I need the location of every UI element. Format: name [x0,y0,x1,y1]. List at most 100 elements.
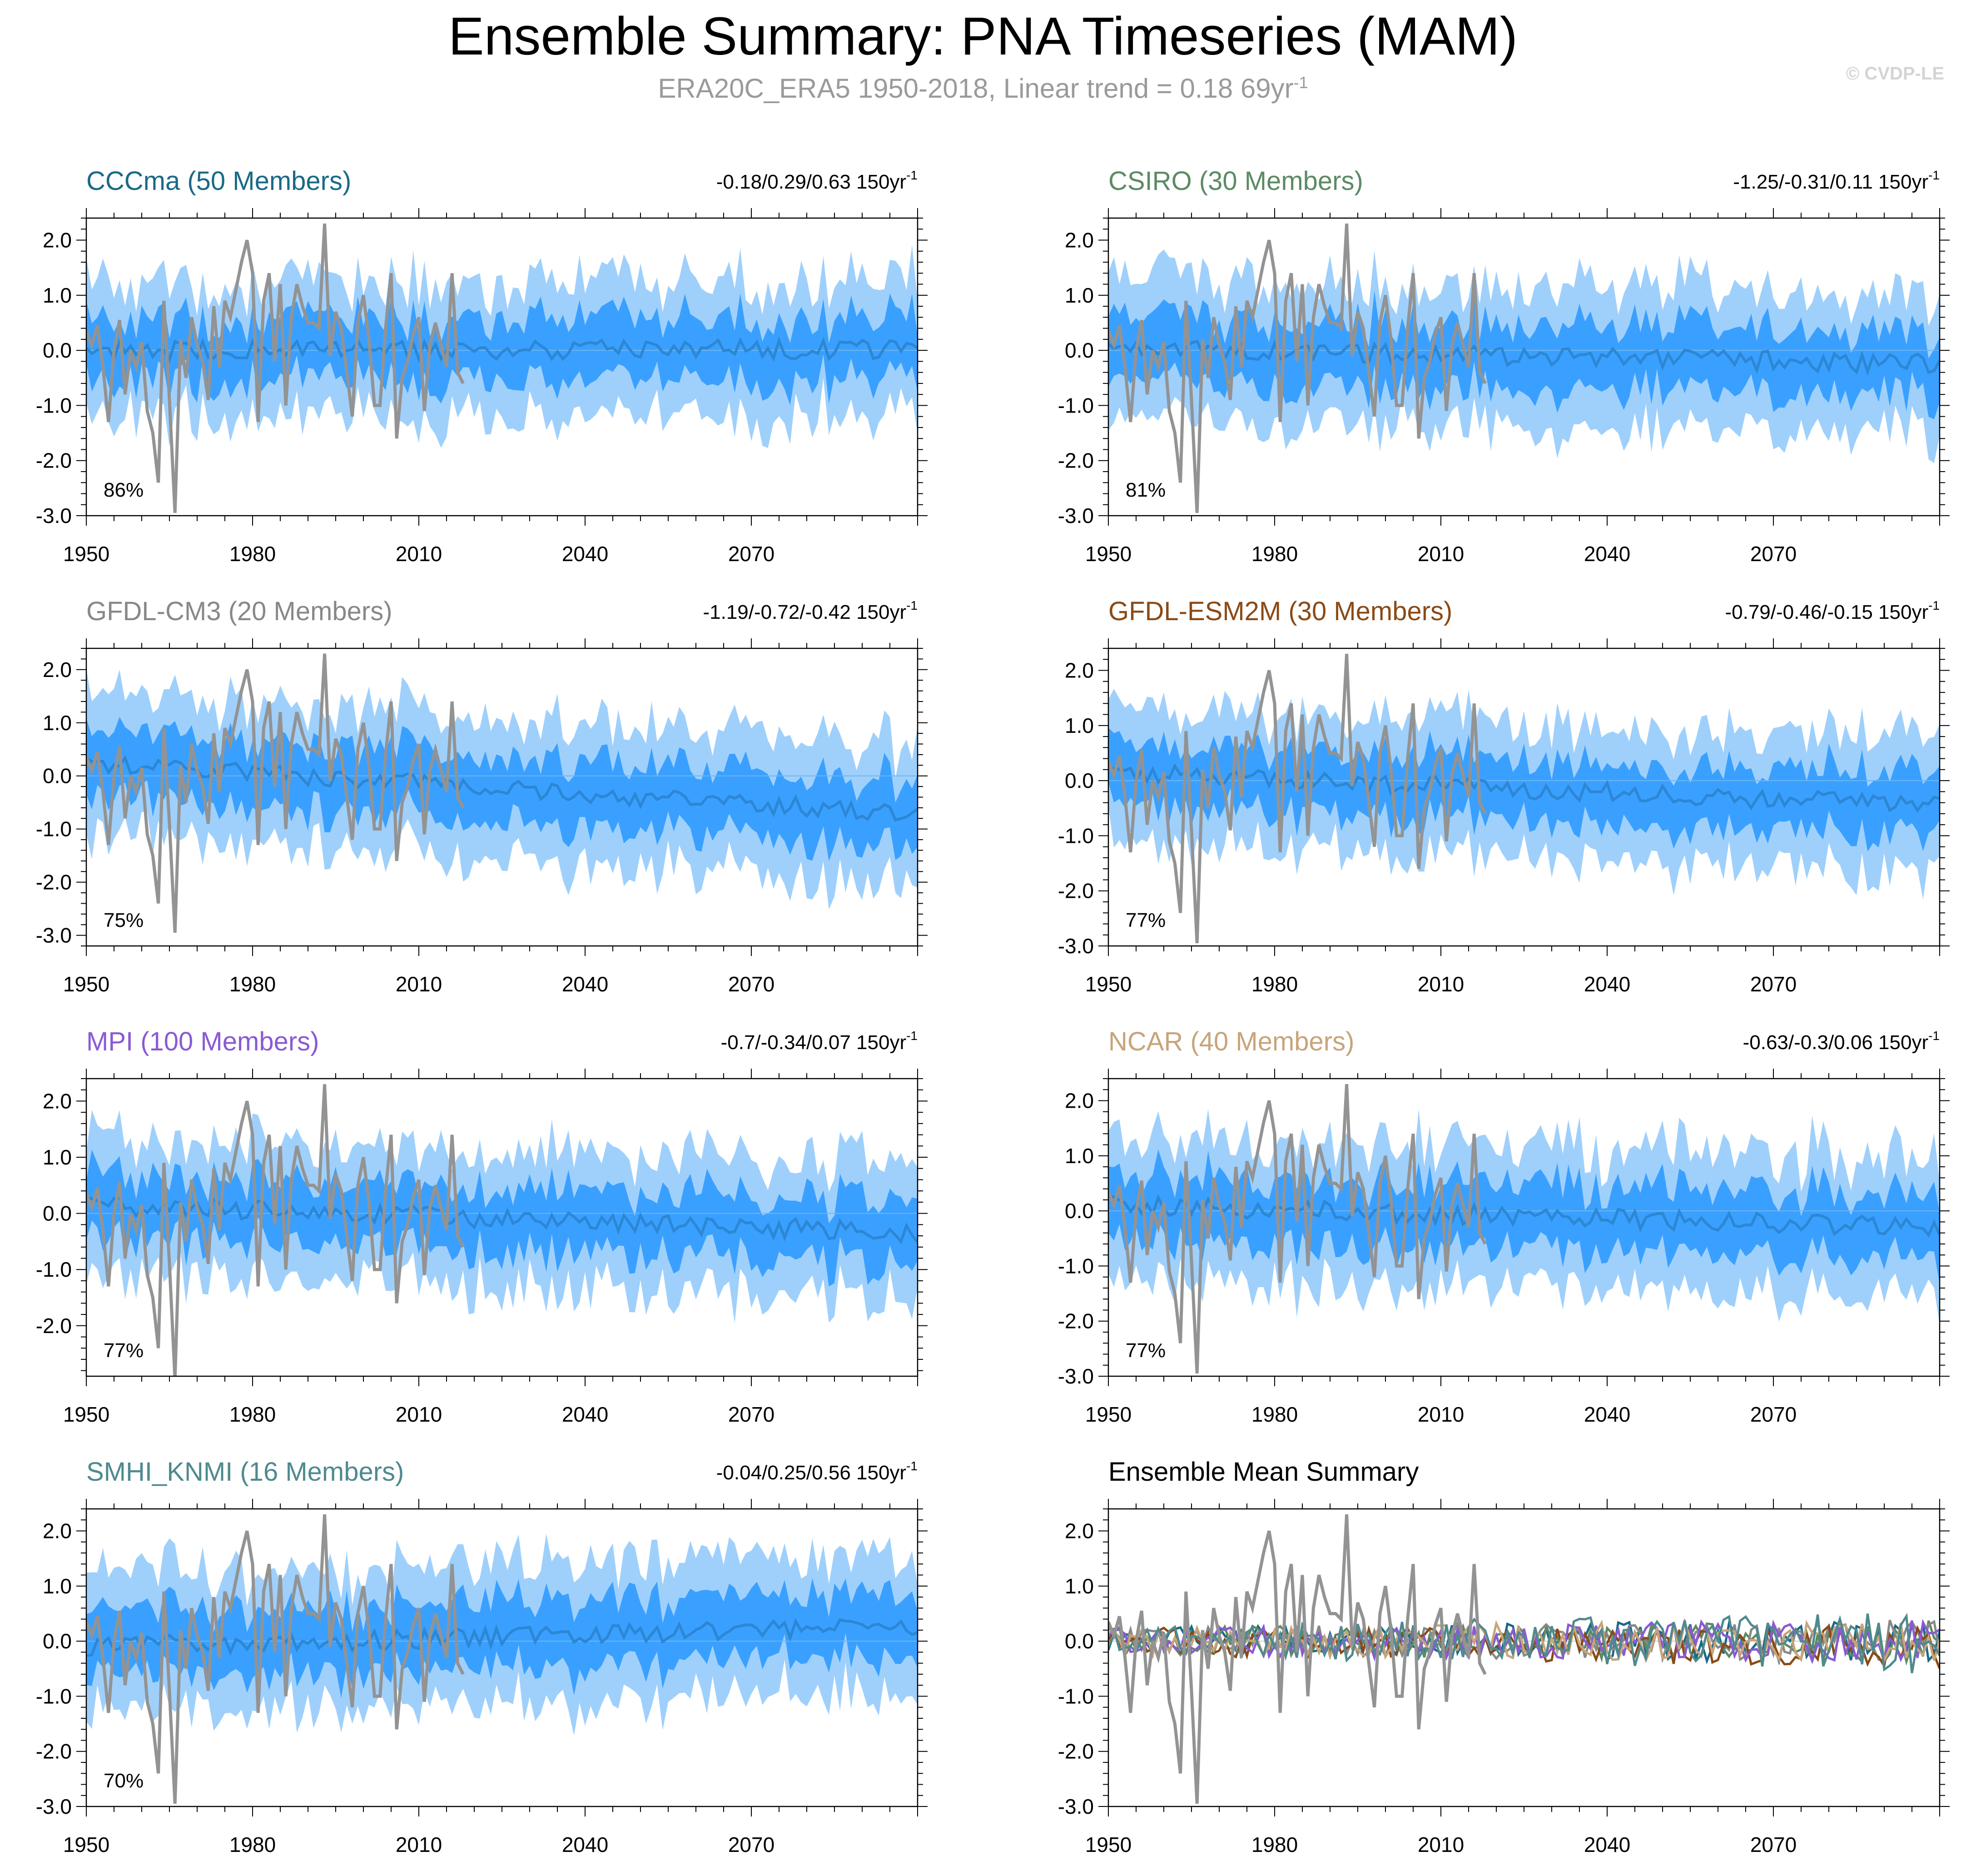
ensemble-mean-series-6 [1108,1612,1940,1673]
chart-panel-7: Ensemble Mean Summary 2.0 1.0 0.0 -1.0 -2.0 -3… [1058,1457,1950,1856]
y-tick-label: 1.0 [1065,1574,1094,1598]
percent-label: 81% [1126,479,1166,501]
y-tick-label: -2.0 [1058,879,1094,903]
y-tick-label: 0.0 [43,1629,72,1653]
percent-label: 86% [104,479,144,501]
chart-panel-6: SMHI_KNMI (16 Members) -0.04/0.25/0.56 15… [36,1457,928,1856]
x-tick-label: 1950 [63,972,109,996]
y-tick-label: -2.0 [1058,449,1094,473]
ensemble-inner-band [1108,727,1940,852]
y-tick-label: 0.0 [1065,1199,1094,1223]
x-tick-label: 1980 [229,542,276,566]
y-tick-label: -2.0 [36,871,72,894]
plot-area [86,1084,918,1376]
chart-panel-5: NCAR (40 Members) -0.63/-0.3/0.06 150yr-1… [1058,1027,1950,1426]
y-tick-label: 2.0 [43,1089,72,1113]
observations-line [86,1514,465,1804]
panel-title: MPI (100 Members) [86,1027,319,1056]
x-tick-label: 1950 [63,542,109,566]
y-tick-label: 1.0 [43,1574,72,1598]
percent-label: 77% [104,1339,144,1362]
x-tick-label: 2010 [396,972,442,996]
x-tick-label: 2040 [562,972,608,996]
main-title: Ensemble Summary: PNA Timeseries (MAM) [448,6,1518,66]
x-tick-label: 1950 [63,1403,109,1426]
x-tick-label: 2040 [562,1833,608,1856]
chart-panel-4: MPI (100 Members) -0.7/-0.34/0.07 150yr-1… [36,1027,928,1426]
y-tick-label: 2.0 [1065,229,1094,252]
y-tick-label: -1.0 [36,817,72,841]
x-tick-label: 2010 [1418,1403,1464,1426]
x-tick-label: 1950 [1085,1403,1132,1426]
x-tick-label: 2070 [1750,542,1797,566]
ensemble-inner-band [86,1578,918,1698]
y-tick-label: -2.0 [36,1740,72,1763]
x-tick-label: 2070 [728,1403,774,1426]
ensemble-mean-line [86,1617,918,1657]
panel-title: CSIRO (30 Members) [1108,166,1363,196]
ensemble-mean-line [86,755,918,822]
y-tick-label: -1.0 [1058,1684,1094,1708]
observations-line [86,1084,465,1376]
y-tick-label: -2.0 [1058,1309,1094,1333]
y-tick-label: -1.0 [1058,824,1094,847]
x-tick-label: 1980 [229,1833,276,1856]
y-tick-label: -1.0 [1058,393,1094,417]
x-tick-label: 1980 [229,1403,276,1426]
chart-panel-1: CSIRO (30 Members) -1.25/-0.31/0.11 150yr… [1058,166,1950,566]
y-tick-label: 1.0 [1065,1144,1094,1168]
y-tick-label: -3.0 [36,504,72,527]
percent-label: 70% [104,1770,144,1792]
panel-title: GFDL-ESM2M (30 Members) [1108,597,1452,626]
y-tick-label: 1.0 [1065,714,1094,737]
ensemble-inner-band [86,293,918,405]
observations-line [86,653,465,933]
plot-area [86,223,918,513]
panel-title: CCCma (50 Members) [86,166,351,196]
panel-trend-label: -0.63/-0.3/0.06 150yr-1 [1743,1029,1940,1054]
y-tick-label: 0.0 [43,1202,72,1225]
y-tick-label: 1.0 [43,711,72,735]
ensemble-mean-line [1108,339,1940,376]
x-tick-label: 2040 [1584,1833,1630,1856]
ensemble-inner-band [86,1149,918,1287]
y-tick-label: 2.0 [1065,659,1094,682]
x-tick-label: 2010 [396,542,442,566]
x-tick-label: 1980 [229,972,276,996]
chart-panel-3: GFDL-ESM2M (30 Members) -0.79/-0.46/-0.15… [1058,597,1950,996]
subtitle: ERA20C_ERA5 1950-2018, Linear trend = 0.… [0,73,1966,104]
ensemble-mean-line [1108,763,1940,813]
x-tick-label: 2010 [1418,972,1464,996]
x-tick-label: 1980 [1251,542,1298,566]
y-tick-label: -2.0 [36,1314,72,1338]
ensemble-mean-series-5 [1108,1617,1940,1664]
y-tick-label: 2.0 [1065,1089,1094,1113]
panel-trend-label: -0.79/-0.46/-0.15 150yr-1 [1725,598,1940,623]
ensemble-inner-band [86,717,918,861]
x-tick-label: 2010 [1418,1833,1464,1856]
x-tick-label: 2040 [562,542,608,566]
y-tick-label: -3.0 [36,1795,72,1818]
ensemble-inner-band [1108,1149,1940,1284]
ensemble-mean-line [86,336,918,363]
percent-label: 75% [104,909,144,931]
x-tick-label: 2070 [1750,1403,1797,1426]
panel-title: GFDL-CM3 (20 Members) [86,597,392,626]
observations-line [1108,223,1487,513]
x-tick-label: 2010 [396,1833,442,1856]
y-tick-label: -1.0 [36,1258,72,1281]
y-tick-label: 2.0 [43,229,72,252]
y-tick-label: -1.0 [36,393,72,417]
x-tick-label: 1980 [1251,972,1298,996]
observations-line [86,223,465,513]
observations-line [1108,1084,1487,1374]
y-tick-label: 1.0 [43,284,72,307]
panel-title: NCAR (40 Members) [1108,1027,1354,1056]
y-tick-label: -3.0 [1058,504,1094,527]
y-tick-label: 1.0 [1065,284,1094,307]
y-tick-label: 0.0 [1065,1629,1094,1653]
subtitle-superscript: -1 [1293,73,1308,92]
y-tick-label: 0.0 [43,338,72,362]
x-tick-label: 1980 [1251,1403,1298,1426]
